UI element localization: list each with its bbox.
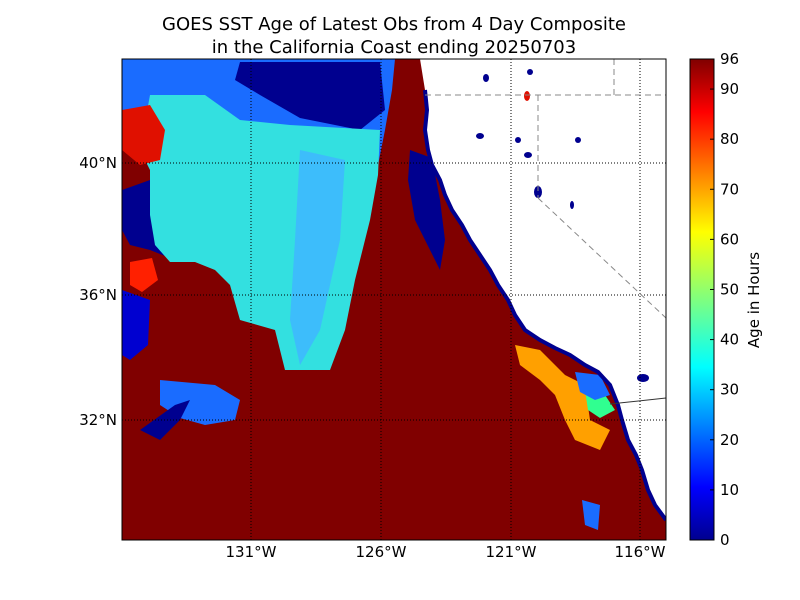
colorbar-tick-label: 0: [720, 531, 730, 549]
map-frame: [121, 58, 667, 541]
inland-lake: [575, 137, 581, 143]
colorbar-ticks: 0 10 20 30 40 50 60 70 80 90 96: [710, 50, 739, 549]
colorbar: 0 10 20 30 40 50 60 70 80 90 96 Age in Hours: [689, 50, 763, 549]
blue-patch-west-lower: [122, 290, 150, 360]
inland-lake: [483, 74, 489, 82]
inland-lake: [524, 152, 532, 158]
blue-bight-patch: [575, 372, 610, 400]
lat-label-32n: 32°N: [79, 411, 117, 429]
lon-label-121w: 121°W: [486, 543, 537, 561]
colorbar-tick-label: 90: [720, 80, 739, 98]
navy-patch-north: [235, 62, 385, 130]
lat-label-40n: 40°N: [79, 154, 117, 172]
colorbar-tick-label: 40: [720, 331, 739, 349]
colorbar-tick-label: 80: [720, 130, 739, 148]
inland-lake: [534, 186, 542, 198]
lat-label-36n: 36°N: [79, 286, 117, 304]
coastline-band: [422, 89, 666, 522]
colorbar-tick-label: 96: [720, 50, 739, 68]
border-mexico: [609, 397, 666, 405]
navy-patch-coast: [408, 150, 445, 270]
inland-lake: [515, 137, 521, 143]
red-patch-west: [130, 258, 158, 292]
inland-lake: [527, 69, 533, 75]
state-boundaries: [425, 59, 666, 319]
inland-lake: [524, 91, 530, 101]
orange-bight-region: [515, 345, 610, 450]
colorbar-tick-label: 30: [720, 381, 739, 399]
colorbar-tick-label: 60: [720, 230, 739, 248]
lon-label-126w: 126°W: [356, 543, 407, 561]
land-area: [420, 59, 666, 520]
colorbar-label: Age in Hours: [745, 252, 763, 348]
colorbar-tick-label: 10: [720, 481, 739, 499]
inland-lake: [570, 201, 574, 209]
inland-lake: [637, 374, 649, 382]
colorbar-tick-label: 20: [720, 431, 739, 449]
lon-label-131w: 131°W: [226, 543, 277, 561]
map-title-line1: GOES SST Age of Latest Obs from 4 Day Co…: [162, 14, 626, 35]
lon-label-116w: 116°W: [615, 543, 666, 561]
graticule: [122, 59, 666, 540]
colorbar-tick-label: 70: [720, 180, 739, 198]
inland-lake: [476, 133, 484, 139]
light-blue-streak: [290, 150, 345, 365]
colorbar-tick-label: 50: [720, 280, 739, 298]
map-panel: [122, 59, 666, 540]
red-patch-northwest: [122, 105, 165, 165]
colorbar-gradient: [689, 58, 715, 541]
map-title-line2: in the California Coast ending 20250703: [212, 37, 576, 58]
blue-south-coast-patch: [582, 500, 600, 530]
